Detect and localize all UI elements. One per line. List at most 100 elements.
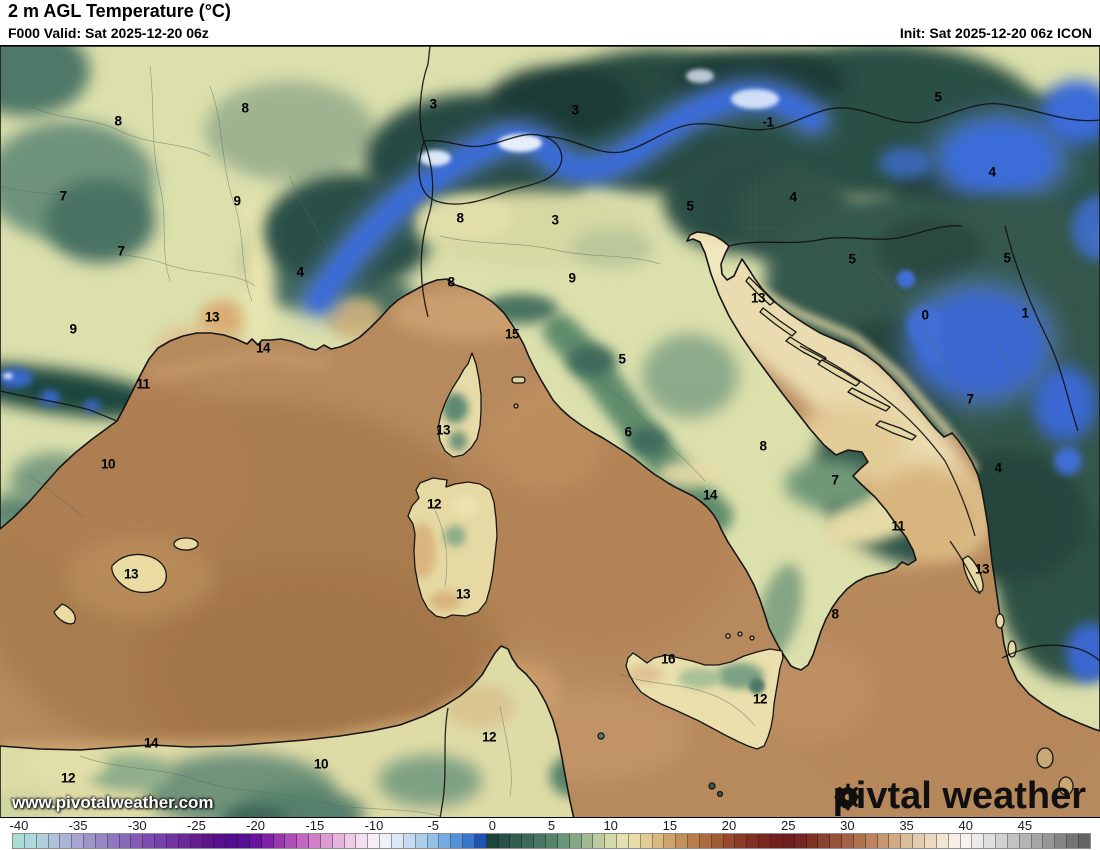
colorbar-segment — [36, 834, 49, 848]
colorbar-segment — [794, 834, 807, 848]
colorbar-segment — [190, 834, 203, 848]
colorbar-segment — [439, 834, 452, 848]
colorbar-segment — [628, 834, 641, 848]
colorbar-segment — [119, 834, 132, 848]
colorbar-segment — [711, 834, 724, 848]
colorbar-segment — [48, 834, 61, 848]
islands — [53, 276, 1074, 798]
colorbar-segment — [261, 834, 274, 848]
colorbar-segment — [782, 834, 795, 848]
colorbar-segment — [486, 834, 499, 848]
logo-text-post: tal weather — [887, 775, 1086, 817]
colorbar-tick: 35 — [899, 818, 914, 833]
colorbar-segment — [84, 834, 96, 848]
colorbar-segment — [924, 834, 937, 848]
colorbar-segment — [676, 834, 689, 848]
colorbar-segment — [522, 834, 535, 848]
colorbar-segment — [581, 834, 594, 848]
colorbar-segment — [155, 834, 167, 848]
colorbar-segment — [735, 834, 748, 848]
colorbar-segment — [427, 834, 440, 848]
temperature-map: 8 8 3 3 -1 5 7 9 8 7 4 3 5 4 4 8 13 9 14 15 9 5 5 11 13 13 0 1 5 7 6 8 1… — [0, 45, 1100, 818]
colorbar-segment — [166, 834, 179, 848]
colorbar-segment — [865, 834, 878, 848]
colorbar-segment — [747, 834, 760, 848]
colorbar-segment — [72, 834, 85, 848]
colorbar-tick: -15 — [305, 818, 325, 833]
colorbar-segment — [1067, 834, 1079, 848]
colorbar-segment — [889, 834, 902, 848]
colorbar-segment — [818, 834, 831, 848]
map-svg — [0, 46, 1100, 817]
colorbar-tick: 15 — [662, 818, 678, 833]
page-title: 2 m AGL Temperature (°C) — [8, 1, 231, 21]
colorbar-ticks: -40 -35 -30 -25 -20 -15 -10 -5 0 5 10 15 20 25 30 35 40 4… — [0, 818, 1100, 834]
colorbar-segment — [332, 834, 345, 848]
colorbar-segment — [1078, 834, 1090, 848]
colorbar-segment — [356, 834, 369, 848]
colorbar-segment — [759, 834, 771, 848]
watermark: www.pivotalweather.com — [12, 793, 214, 812]
colorbar-segment — [806, 834, 819, 848]
colorbar-segment — [451, 834, 464, 848]
europe-landmass — [0, 46, 1100, 732]
colorbar-bar — [12, 833, 1091, 849]
colorbar-tick: 0 — [488, 818, 496, 833]
pivotal-weather-logo: piv tal weather — [833, 777, 1086, 815]
colorbar-segment — [60, 834, 73, 848]
colorbar-tick: -20 — [246, 818, 266, 833]
country-borders — [0, 46, 1100, 817]
colorbar-segment — [534, 834, 546, 848]
colorbar-segment — [1031, 834, 1044, 848]
colorbar-segment — [403, 834, 416, 848]
colorbar-segment — [273, 834, 286, 848]
colorbar-segment — [948, 834, 961, 848]
colorbar-segment — [107, 834, 120, 848]
colorbar-segment — [960, 834, 973, 848]
colorbar-segment — [13, 834, 25, 848]
colorbar-segment — [510, 834, 523, 848]
colorbar-segment — [131, 834, 144, 848]
colorbar-segment — [392, 834, 404, 848]
colorbar-tick: 5 — [547, 818, 556, 833]
colorbar-segment — [996, 834, 1008, 848]
colorbar-segment — [936, 834, 949, 848]
colorbar-segment — [297, 834, 310, 848]
colorbar-segment — [498, 834, 511, 848]
colorbar-segment — [463, 834, 475, 848]
colorbar-tick: -35 — [68, 818, 88, 833]
colorbar-segment — [545, 834, 558, 848]
colorbar-segment — [688, 834, 700, 848]
colorbar-segment — [1019, 834, 1032, 848]
colorbar-segment — [640, 834, 653, 848]
colorbar-tick: -40 — [9, 818, 29, 833]
colorbar-tick: 25 — [780, 818, 796, 833]
colorbar-segment — [830, 834, 843, 848]
colorbar-segment — [652, 834, 665, 848]
colorbar-segment — [344, 834, 357, 848]
colorbar-segment — [380, 834, 392, 848]
colorbar-tick: -25 — [187, 818, 206, 833]
colorbar-segment — [664, 834, 677, 848]
colorbar-segment — [1055, 834, 1068, 848]
gear-icon — [834, 783, 861, 811]
colorbar-segment — [605, 834, 618, 848]
admin-boundaries — [0, 65, 1056, 817]
init-time-text: Init: Sat 2025-12-20 06z ICON — [899, 25, 1092, 41]
colorbar-segment — [178, 834, 191, 848]
valid-time-text: F000 Valid: Sat 2025-12-20 06z — [8, 25, 209, 41]
colorbar-segment — [285, 834, 298, 848]
colorbar-tick: 20 — [721, 818, 737, 833]
colorbar-tick: 45 — [1017, 818, 1033, 833]
colorbar-segment — [853, 834, 866, 848]
colorbar-segment — [842, 834, 854, 848]
colorbar-segment — [320, 834, 333, 848]
colorbar-tick: 30 — [840, 818, 855, 833]
colorbar-segment — [202, 834, 215, 848]
colorbar-segment — [569, 834, 582, 848]
colorbar-segment — [723, 834, 736, 848]
colorbar-segment — [1007, 834, 1020, 848]
colorbar-segment — [901, 834, 914, 848]
colorbar-segment — [214, 834, 227, 848]
